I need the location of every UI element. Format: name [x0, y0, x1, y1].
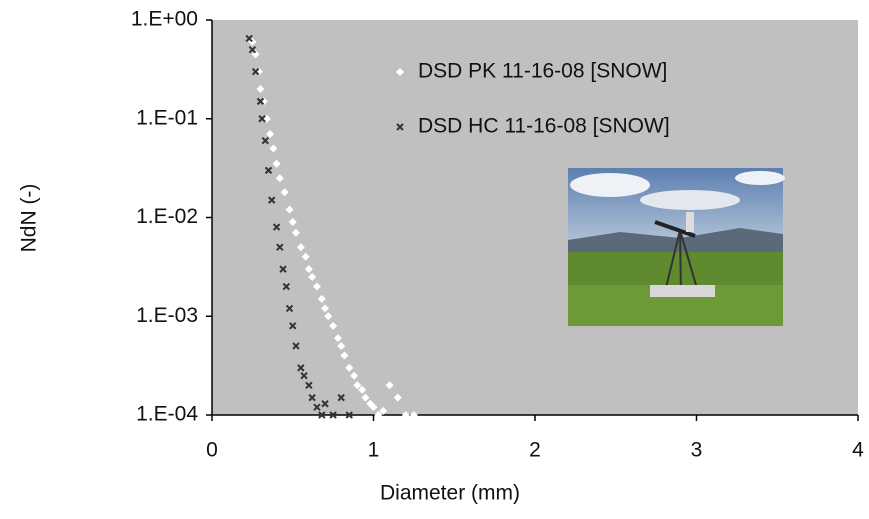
point	[276, 243, 284, 251]
point	[305, 381, 313, 389]
point	[317, 294, 326, 303]
point	[321, 304, 330, 313]
point	[280, 188, 289, 197]
point	[245, 34, 253, 43]
point	[401, 411, 410, 419]
point	[345, 411, 353, 419]
point	[258, 115, 266, 123]
point	[353, 381, 362, 390]
point	[329, 411, 337, 419]
point	[275, 174, 284, 183]
x-tick-label: 2	[529, 439, 541, 462]
legend-marker	[396, 123, 404, 131]
point	[304, 265, 313, 274]
point	[321, 400, 329, 408]
point	[282, 282, 290, 291]
x-tick-label: 1	[368, 439, 380, 462]
point	[248, 46, 257, 54]
point	[292, 342, 300, 350]
y-tick-label: 1.E-04	[136, 403, 198, 426]
point	[308, 272, 317, 281]
point	[261, 136, 270, 145]
point	[374, 411, 383, 419]
point	[291, 228, 300, 237]
inset-photo	[568, 168, 785, 326]
legend-marker	[396, 68, 404, 76]
point	[297, 364, 305, 372]
point	[318, 411, 326, 419]
point	[385, 381, 394, 390]
point	[379, 406, 388, 415]
point	[268, 196, 276, 204]
point	[312, 282, 321, 291]
point	[350, 371, 359, 380]
point	[285, 205, 294, 214]
point	[393, 393, 402, 402]
point	[361, 393, 370, 402]
x-tick-label: 3	[691, 439, 703, 462]
y-axis-title: NdN (-)	[18, 184, 41, 253]
point	[324, 312, 333, 321]
point	[296, 243, 305, 252]
point	[279, 265, 287, 273]
point	[337, 341, 346, 350]
point	[264, 166, 273, 175]
point	[369, 403, 378, 412]
x-tick-label: 0	[206, 439, 218, 462]
point	[256, 85, 265, 94]
point	[340, 351, 349, 360]
point	[337, 393, 345, 402]
y-tick-label: 1.E+00	[131, 8, 198, 31]
point	[256, 97, 265, 106]
point	[289, 322, 297, 330]
point	[285, 304, 294, 313]
point	[254, 67, 263, 76]
x-tick-label: 4	[852, 439, 864, 462]
point	[269, 144, 278, 153]
point	[300, 371, 308, 380]
point	[301, 252, 310, 261]
point	[329, 321, 338, 330]
point	[409, 411, 418, 419]
point	[308, 393, 316, 402]
x-axis-title: Diameter (mm)	[380, 482, 520, 505]
point	[333, 334, 342, 343]
point	[266, 130, 275, 139]
point	[272, 223, 281, 231]
y-tick-label: 1.E-01	[136, 106, 198, 129]
legend-label: DSD PK 11-16-08 [SNOW]	[418, 60, 667, 83]
point	[345, 363, 354, 372]
point	[358, 385, 367, 394]
legend-label: DSD HC 11-16-08 [SNOW]	[418, 115, 670, 138]
y-tick-label: 1.E-03	[136, 304, 198, 327]
point	[272, 159, 281, 168]
y-tick-label: 1.E-02	[136, 205, 198, 228]
point	[313, 403, 321, 411]
point	[288, 218, 297, 227]
point	[251, 67, 260, 76]
